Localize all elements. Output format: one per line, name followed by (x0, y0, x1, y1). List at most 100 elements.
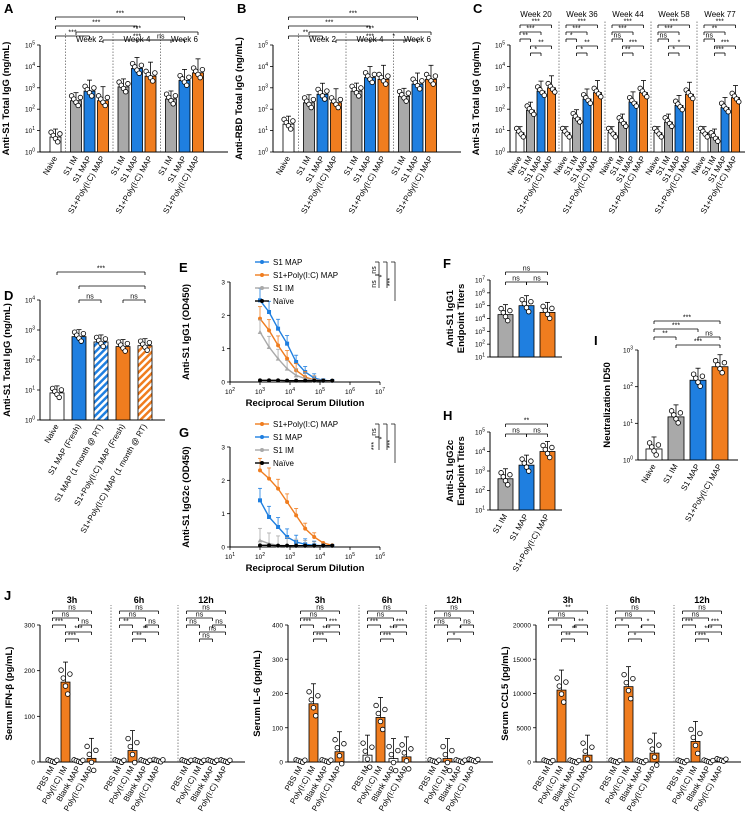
sig-label: * (379, 436, 386, 439)
data-point (690, 734, 696, 741)
y-tick-label: 103 (25, 83, 35, 92)
sig-label: ns (62, 612, 70, 619)
y-tick-label: 103 (495, 83, 505, 92)
data-point (100, 343, 106, 350)
sig-label: ns (705, 331, 713, 338)
group-label: Week 6 (171, 35, 199, 44)
legend-label: S1 IM (273, 446, 294, 455)
data-point (339, 761, 345, 767)
y-tick-label: 100 (272, 725, 283, 732)
sig-label: * (634, 633, 637, 640)
data-point (258, 543, 262, 548)
bar (165, 98, 177, 153)
y-tick-label: 0 (527, 760, 531, 767)
y-tick-label: 103 (475, 467, 485, 476)
data-point (136, 70, 142, 76)
bar (308, 703, 319, 763)
sig-label: *** (532, 19, 540, 26)
bar (518, 305, 535, 358)
data-point (633, 103, 639, 109)
bar (425, 78, 437, 153)
data-point (321, 543, 326, 548)
data-point (341, 741, 347, 747)
sig-label: ns (558, 612, 566, 619)
sig-label: ns (463, 619, 471, 626)
data-point (550, 757, 556, 764)
sig-label: ns (625, 612, 633, 619)
sig-label: ** (584, 40, 590, 47)
legend-marker (260, 461, 264, 465)
data-point (285, 341, 290, 346)
data-point (267, 543, 272, 548)
data-point (62, 683, 69, 689)
sig-label: ns (698, 605, 706, 612)
sig-label: ** (143, 626, 149, 633)
y-tick-label: 105 (258, 41, 268, 50)
sig-label: *** (371, 442, 378, 450)
legend-label: S1+Poly(I:C) MAP (273, 271, 338, 280)
x-tick-label: 105 (345, 552, 355, 561)
x-category-label: S1 MAP (508, 513, 530, 543)
data-point (360, 740, 366, 746)
legend-marker (260, 435, 264, 439)
sig-label: *** (322, 626, 330, 633)
data-point (276, 326, 281, 331)
data-point (544, 450, 551, 457)
data-point (308, 104, 314, 111)
data-point (566, 134, 572, 140)
data-point (285, 543, 290, 548)
sig-label: ns (129, 612, 137, 619)
data-point (356, 93, 362, 99)
sig-label: ** (523, 33, 529, 40)
data-point (502, 313, 509, 320)
sig-label: ns (660, 33, 668, 40)
data-point (577, 119, 583, 125)
data-point (312, 378, 317, 383)
data-point (313, 713, 319, 719)
sig-label: ns (512, 428, 520, 435)
y-tick-label: 104 (25, 62, 35, 71)
sig-label: ** (662, 331, 668, 338)
data-point (552, 89, 558, 95)
y-tick-label: 10000 (513, 691, 531, 698)
sig-label: ns (68, 605, 76, 612)
data-point (736, 99, 742, 105)
sig-label: *** (572, 26, 580, 33)
legend-marker (260, 448, 264, 452)
y-tick-label: 0 (221, 380, 225, 387)
group-label: Week 77 (704, 10, 736, 19)
data-point (704, 134, 710, 140)
sig-label: *** (55, 619, 63, 626)
data-point (199, 66, 206, 73)
y-tick-label: 3 (221, 280, 225, 287)
y-tick-label: 100 (495, 148, 505, 157)
sig-label: ns (316, 605, 324, 612)
sig-label: ** (538, 40, 544, 47)
sig-label: *** (672, 323, 680, 330)
bar (144, 75, 157, 153)
data-point (395, 747, 401, 754)
data-point (628, 695, 634, 702)
data-point (582, 748, 588, 754)
timepoint-label: 12h (198, 595, 214, 605)
data-point (276, 486, 281, 491)
sig-label: ns (383, 605, 391, 612)
timepoint-label: 6h (630, 595, 641, 605)
data-point (526, 468, 532, 474)
data-point (649, 746, 655, 752)
sig-label: *** (389, 626, 397, 633)
data-point (541, 92, 547, 99)
sig-label: * (534, 47, 537, 54)
y-tick-label: 0 (279, 760, 283, 767)
data-point (364, 756, 371, 762)
y-tick-label: 106 (475, 288, 485, 297)
data-point (60, 675, 66, 681)
data-point (308, 697, 314, 703)
data-point (542, 307, 548, 314)
sig-label: ns (533, 276, 541, 283)
data-point (725, 109, 731, 115)
data-point (149, 78, 156, 84)
data-point (285, 356, 290, 361)
data-point (358, 85, 364, 91)
